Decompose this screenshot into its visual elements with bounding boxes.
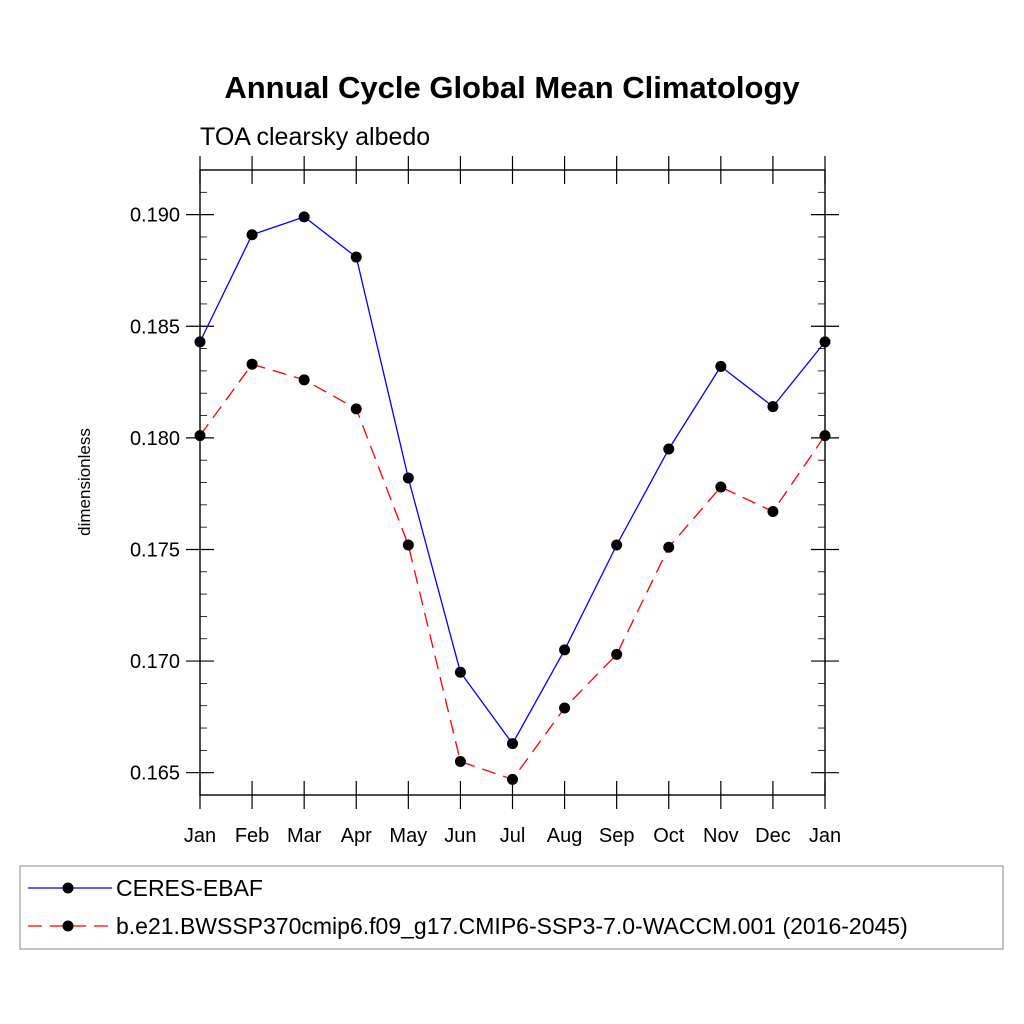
series-1-point xyxy=(559,644,571,656)
legend-marker-1 xyxy=(62,882,74,894)
series-2-point xyxy=(663,541,675,553)
series-2-point xyxy=(507,773,518,785)
series-2-point xyxy=(454,756,466,768)
x-tick-label: Jul xyxy=(500,825,526,847)
x-tick-label: Sep xyxy=(599,825,635,847)
series-2-point xyxy=(298,374,310,386)
legend-label-2: b.e21.BWSSP370cmip6.f09_g17.CMIP6-SSP3-7… xyxy=(116,913,908,939)
series-1-point xyxy=(350,251,362,263)
series-1-point xyxy=(246,229,258,241)
y-tick-label: 0.175 xyxy=(130,539,180,561)
series-2-point xyxy=(194,430,206,442)
series-1-point xyxy=(507,738,518,750)
y-tick-label: 0.180 xyxy=(130,428,180,450)
series-1-point xyxy=(402,472,414,484)
x-tick-label: Mar xyxy=(287,825,322,847)
x-tick-label: Jan xyxy=(809,825,841,847)
series-2-point xyxy=(402,539,414,551)
series-1-point xyxy=(819,336,831,348)
x-tick-label: Dec xyxy=(755,825,791,847)
y-axis-label: dimensionless xyxy=(75,428,94,536)
series-2-point xyxy=(715,481,727,493)
series-1-point xyxy=(715,360,727,372)
chart-subtitle: TOA clearsky albedo xyxy=(200,123,430,151)
series-1-point xyxy=(298,211,310,223)
legend-label-1: CERES-EBAF xyxy=(116,875,263,901)
x-tick-label: Feb xyxy=(235,825,269,847)
series-2-point xyxy=(559,702,571,714)
x-tick-label: Nov xyxy=(703,825,739,847)
y-tick-label: 0.165 xyxy=(130,763,180,785)
series-2-point xyxy=(819,430,831,442)
series-1-point xyxy=(767,401,779,413)
x-tick-label: May xyxy=(389,825,427,847)
series-1-point xyxy=(663,443,675,455)
series-2-point xyxy=(611,648,623,660)
chart-title: Annual Cycle Global Mean Climatology xyxy=(224,70,800,105)
axes: 0.165 0.170 0.175 0.180 0.185 0.190 Jan Feb Mar A… xyxy=(130,156,841,847)
y-tick-label: 0.170 xyxy=(130,651,180,673)
x-tick-label: Apr xyxy=(341,825,372,847)
series-2-point xyxy=(246,358,258,370)
legend-box xyxy=(19,865,1004,950)
y-tick-label: 0.190 xyxy=(130,205,180,227)
series-1-point xyxy=(611,539,623,551)
legend: CERES-EBAF b.e21.BWSSP370cmip6.f09_g17.CM… xyxy=(28,875,908,939)
series-2-point xyxy=(350,403,362,415)
x-tick-label: Aug xyxy=(547,825,583,847)
y-tick-label: 0.185 xyxy=(130,316,180,338)
legend-marker-2 xyxy=(62,920,74,932)
x-tick-label: Jan xyxy=(184,825,216,847)
series-1-point xyxy=(454,666,466,678)
series-2-point xyxy=(767,506,779,518)
x-tick-label: Jun xyxy=(444,825,476,847)
series-layer xyxy=(194,211,831,785)
x-tick-label: Oct xyxy=(653,825,685,847)
series-1-point xyxy=(194,336,206,348)
